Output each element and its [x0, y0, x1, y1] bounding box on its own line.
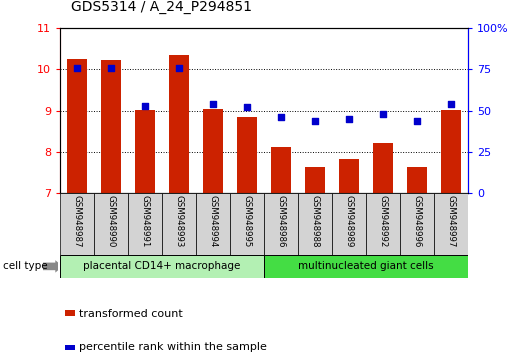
- Point: [209, 101, 218, 107]
- Bar: [203, 109, 223, 193]
- Text: GSM948996: GSM948996: [413, 195, 422, 247]
- FancyBboxPatch shape: [298, 193, 332, 255]
- FancyBboxPatch shape: [366, 193, 400, 255]
- Point: [311, 118, 320, 123]
- Bar: [373, 143, 393, 193]
- Text: GSM948997: GSM948997: [447, 195, 456, 247]
- Bar: [135, 110, 155, 193]
- Text: GSM948992: GSM948992: [379, 195, 388, 247]
- FancyBboxPatch shape: [264, 255, 468, 278]
- Point: [413, 118, 422, 123]
- Text: multinucleated giant cells: multinucleated giant cells: [298, 261, 434, 272]
- Text: GSM948994: GSM948994: [209, 195, 218, 247]
- Point: [243, 104, 252, 110]
- Point: [73, 65, 82, 71]
- Text: GSM948990: GSM948990: [107, 195, 116, 247]
- Text: GDS5314 / A_24_P294851: GDS5314 / A_24_P294851: [71, 0, 252, 14]
- Text: GSM948987: GSM948987: [73, 195, 82, 247]
- Point: [175, 65, 184, 71]
- FancyBboxPatch shape: [400, 193, 434, 255]
- Text: GSM948993: GSM948993: [175, 195, 184, 247]
- Bar: [407, 167, 427, 193]
- Bar: [101, 61, 121, 193]
- Point: [141, 103, 150, 109]
- FancyBboxPatch shape: [94, 193, 128, 255]
- FancyBboxPatch shape: [230, 193, 264, 255]
- Bar: [339, 159, 359, 193]
- Bar: [441, 110, 461, 193]
- Text: GSM948995: GSM948995: [243, 195, 252, 247]
- Text: transformed count: transformed count: [79, 309, 183, 319]
- Text: percentile rank within the sample: percentile rank within the sample: [79, 342, 267, 352]
- FancyBboxPatch shape: [128, 193, 162, 255]
- FancyBboxPatch shape: [332, 193, 366, 255]
- Bar: [305, 167, 325, 193]
- Text: cell type: cell type: [3, 261, 47, 272]
- FancyBboxPatch shape: [60, 255, 264, 278]
- FancyBboxPatch shape: [60, 193, 94, 255]
- Bar: [237, 117, 257, 193]
- Bar: [67, 59, 87, 193]
- Bar: [271, 147, 291, 193]
- Point: [379, 111, 388, 117]
- Text: GSM948989: GSM948989: [345, 195, 354, 247]
- Bar: [169, 55, 189, 193]
- FancyBboxPatch shape: [162, 193, 196, 255]
- Point: [107, 65, 116, 71]
- Text: GSM948988: GSM948988: [311, 195, 320, 247]
- Text: placental CD14+ macrophage: placental CD14+ macrophage: [84, 261, 241, 272]
- Point: [447, 101, 456, 107]
- FancyBboxPatch shape: [264, 193, 298, 255]
- Point: [277, 114, 286, 120]
- FancyBboxPatch shape: [196, 193, 230, 255]
- FancyBboxPatch shape: [434, 193, 468, 255]
- Text: GSM948986: GSM948986: [277, 195, 286, 247]
- Text: GSM948991: GSM948991: [141, 195, 150, 247]
- FancyArrow shape: [43, 260, 63, 273]
- Point: [345, 116, 354, 122]
